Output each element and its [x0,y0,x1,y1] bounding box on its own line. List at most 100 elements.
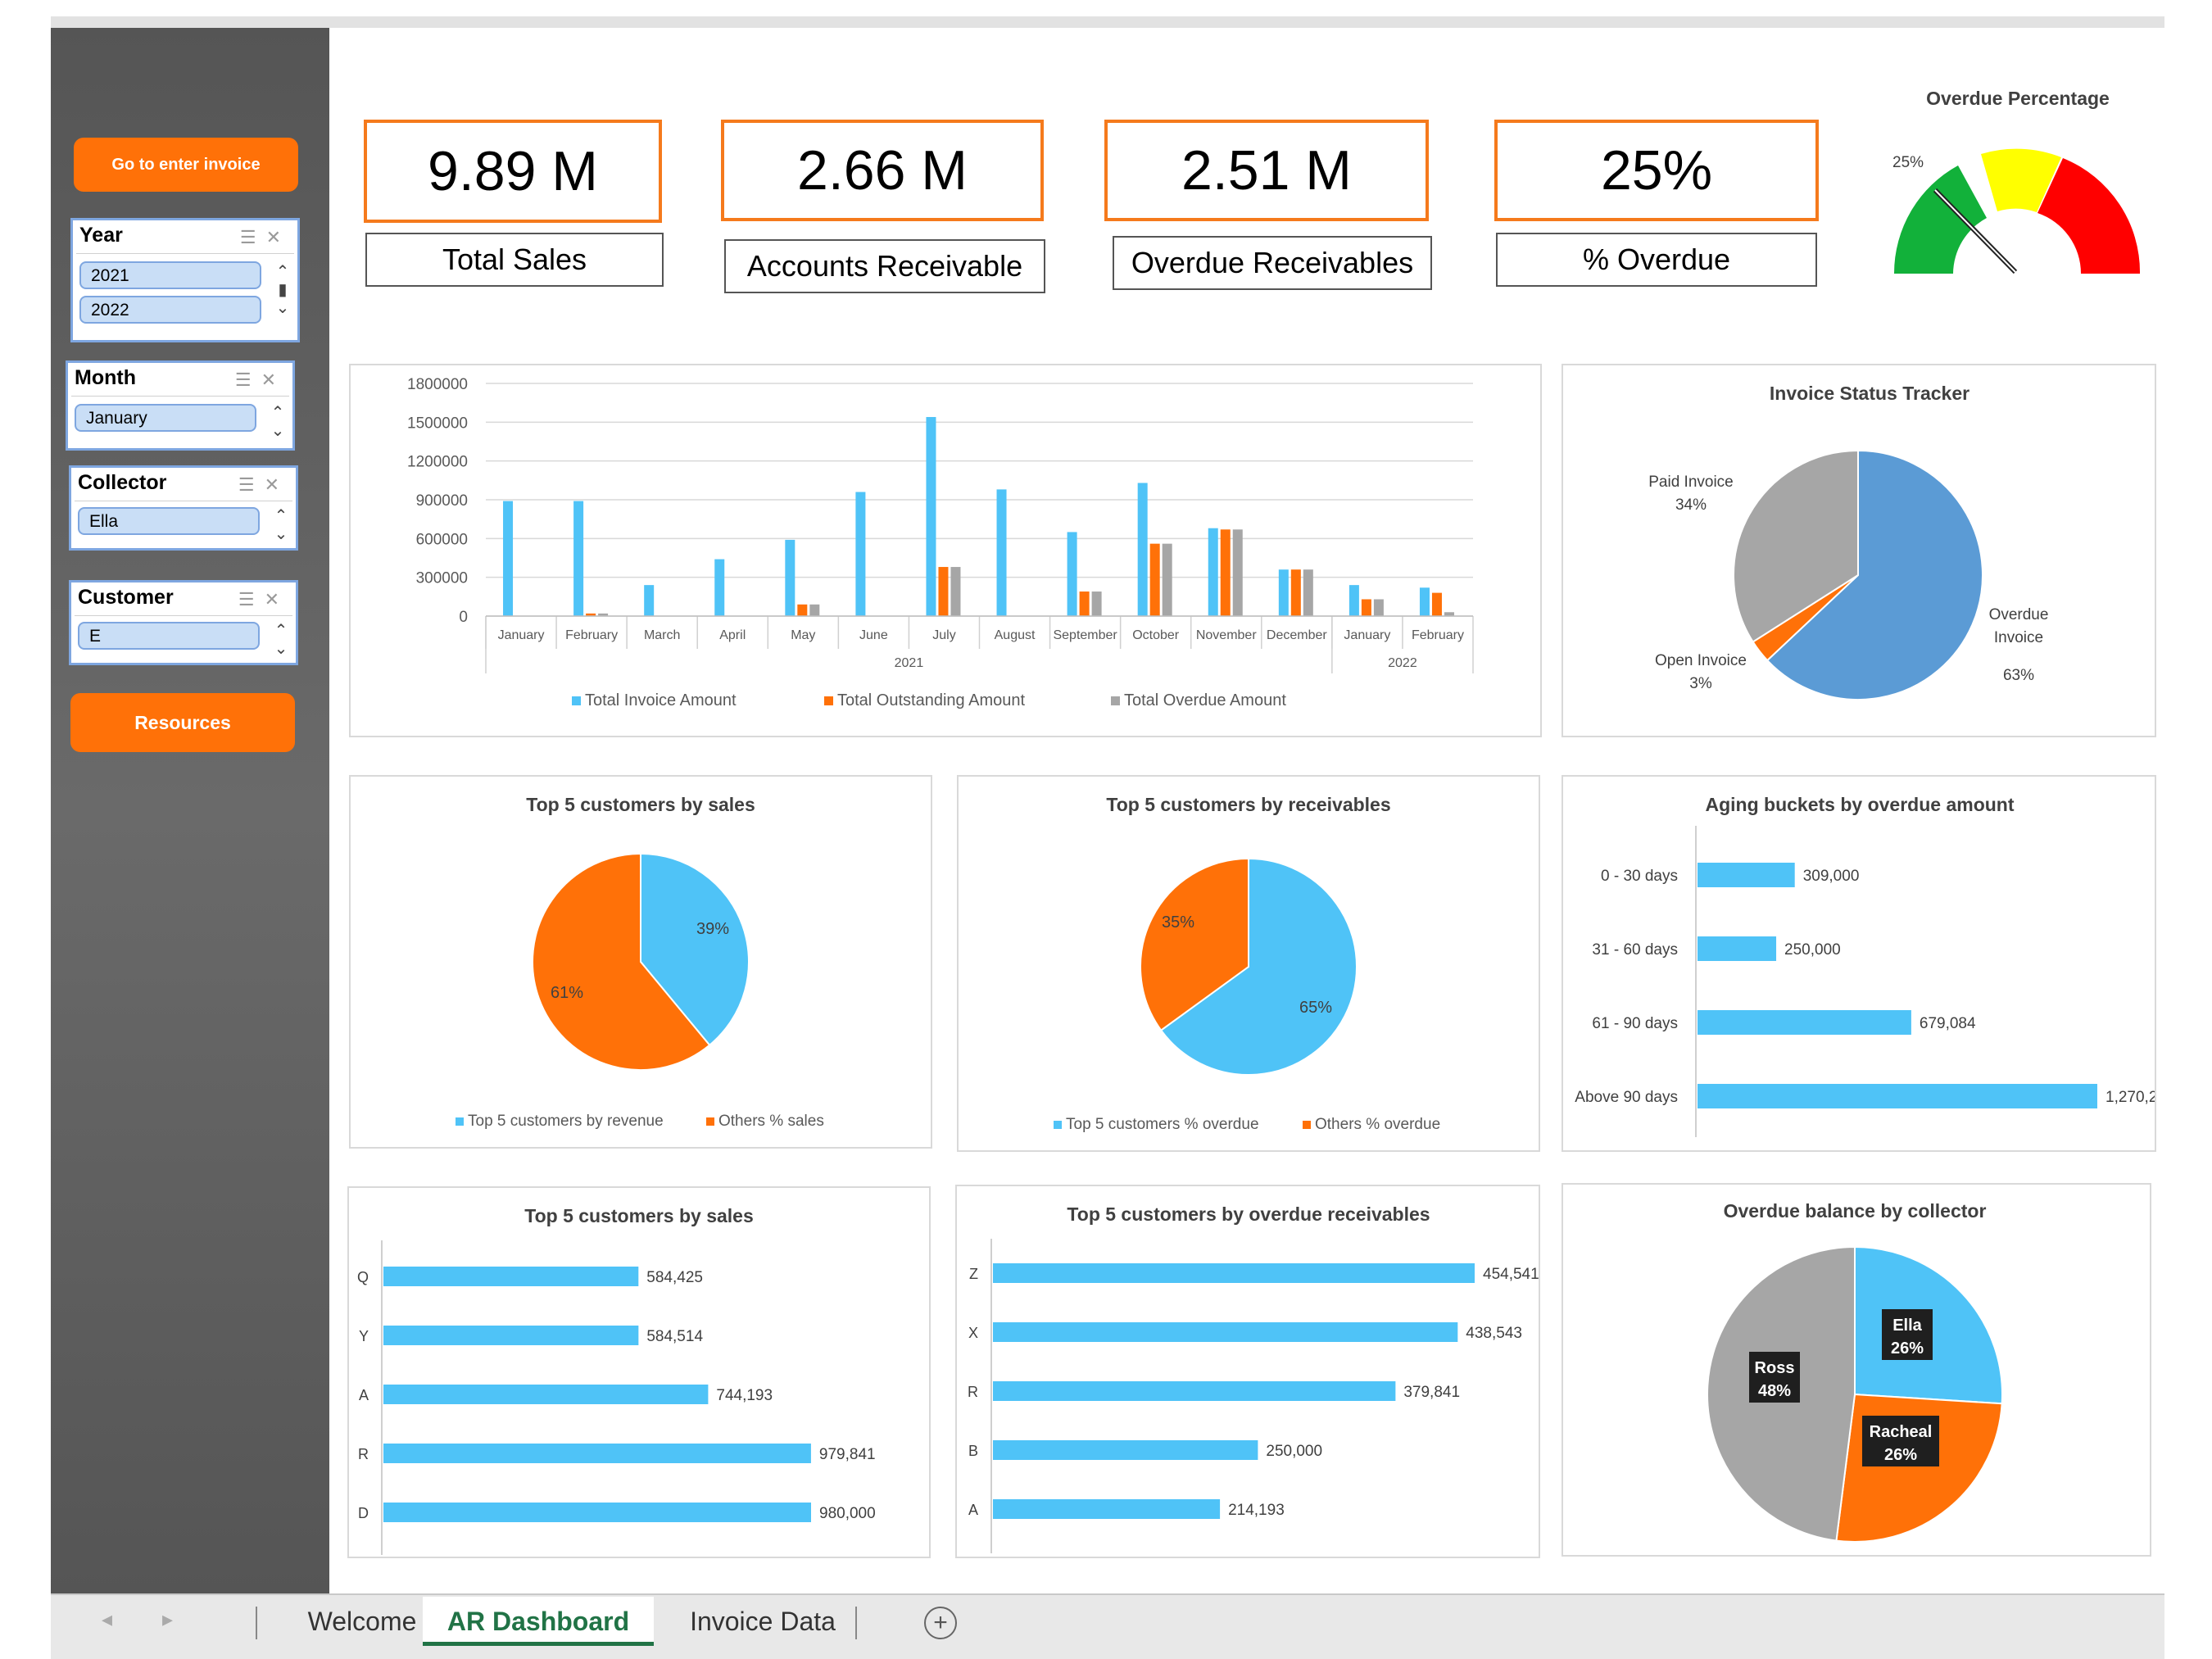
tab-welcome[interactable]: Welcome [307,1607,417,1636]
divider [75,615,292,616]
bar [1698,1010,1911,1035]
kpi-overdue-receivables-value: 2.51 M [1104,120,1429,221]
gauge-red-segment [2037,158,2141,274]
y-tick-label: 1200000 [407,454,468,471]
multi-select-icon[interactable]: ☰✕ [238,589,289,610]
kpi-accounts-receivable-label: Accounts Receivable [724,239,1045,293]
go-to-enter-invoice-button[interactable]: Go to enter invoice [74,138,298,192]
add-sheet-icon[interactable]: + [924,1607,957,1639]
data-label: 980,000 [819,1505,876,1522]
data-label: 438,543 [1466,1325,1522,1342]
slicer-item-e[interactable]: E [78,622,260,650]
monthly-invoice-chart: 1800000 1500000 1200000 900000 600000 300000 0… [407,376,1474,709]
pie-label: Open Invoice [1655,652,1747,669]
x-tick-label: September [1053,628,1117,642]
data-label: Ella [1892,1317,1922,1335]
bar [1373,599,1384,616]
x-tick-label: May [791,628,815,642]
data-label-box [1749,1352,1800,1403]
collector-slicer-title: Collector [78,471,167,494]
multi-select-icon[interactable]: ☰✕ [239,227,291,247]
kpi-total-sales-label: Total Sales [365,233,664,287]
slicer-scrollbar[interactable]: ⌃ ▮ ⌄ [275,263,290,317]
kpi-accounts-receivable-value: 2.66 M [721,120,1044,221]
bar [1698,936,1777,961]
bar [1079,592,1090,616]
category-label: R [968,1384,978,1400]
slicer-item-ella[interactable]: Ella [78,507,260,535]
data-label: 584,514 [646,1328,703,1345]
multi-select-icon[interactable]: ☰✕ [238,474,289,495]
data-label: 250,000 [1266,1443,1322,1460]
y-tick-label: 0 [459,609,468,626]
legend-swatch [1111,696,1120,705]
x-tick-label: December [1267,628,1327,642]
slicer-item-january[interactable]: January [75,404,256,432]
pie-value-label: 39% [696,920,729,938]
y-tick-label: 300000 [416,570,468,587]
data-label: 379,841 [1403,1384,1460,1401]
data-label: 454,541 [1483,1266,1539,1283]
x-tick-label: August [995,628,1036,642]
scroll-right-icon[interactable]: ▸ [162,1607,174,1631]
legend-swatch [456,1117,464,1126]
bar [797,604,808,616]
data-label: 26% [1891,1339,1924,1358]
customer-slicer-title: Customer [78,586,174,609]
data-label-box [1862,1416,1939,1466]
gauge-value-label: 25% [1892,154,1924,171]
bar [383,1444,811,1463]
gauge-green-segment [1893,165,1987,274]
multi-select-icon[interactable]: ☰✕ [234,369,286,390]
legend-label: Total Overdue Amount [1124,691,1286,709]
category-label: 61 - 90 days [1592,1015,1678,1032]
bar [950,567,961,616]
legend-label: Total Invoice Amount [585,691,737,709]
data-label: 250,000 [1784,941,1841,959]
top5-overdue-bar-chart: Top 5 customers by overdue receivables Z 4… [968,1203,1539,1553]
collector-slicer[interactable]: Collector ☰✕ Ella ⌃ ⌄ [69,465,298,551]
slicer-scrollbar[interactable]: ⌃ ⌄ [270,404,285,440]
bar [1091,592,1102,616]
tab-invoice-data[interactable]: Invoice Data [690,1607,836,1636]
pie-slice-others [532,852,711,1071]
bar [785,539,796,616]
tab-separator [855,1607,857,1639]
month-slicer-title: Month [75,366,136,389]
slicer-scrollbar[interactable]: ⌃ ⌄ [274,622,288,658]
year-group-label: 2022 [1388,656,1417,670]
customer-slicer[interactable]: Customer ☰✕ E ⌃ ⌄ [69,580,298,665]
year-slicer[interactable]: Year ☰✕ 2021 2022 ⌃ ▮ ⌄ [70,218,300,342]
bar [598,613,609,616]
slicer-scrollbar[interactable]: ⌃ ⌄ [274,507,288,543]
collector-pie-panel: Overdue balance by collector Ella 26% Rache… [1562,1183,2151,1557]
scroll-left-icon[interactable]: ◂ [102,1607,113,1631]
data-label: 1,270,291 [2105,1089,2155,1106]
year-slicer-title: Year [79,224,123,247]
pie-slice-top5 [1159,857,1358,1076]
data-label: 214,193 [1228,1502,1285,1519]
tab-ar-dashboard[interactable]: AR Dashboard [423,1597,654,1646]
tab-separator [256,1607,257,1639]
month-slicer[interactable]: Month ☰✕ January ⌃ ⌄ [66,360,295,451]
overdue-by-collector-chart: Overdue balance by collector Ella 26% Rache… [1707,1200,2003,1543]
bar [809,604,820,616]
resources-button[interactable]: Resources [70,693,295,752]
bar [993,1381,1396,1401]
bar [383,1503,811,1522]
x-tick-label: February [565,628,618,642]
chart-title: Overdue balance by collector [1724,1200,1987,1222]
bar [993,1322,1458,1342]
slicer-item-2021[interactable]: 2021 [79,261,261,289]
slicer-item-2022[interactable]: 2022 [79,296,261,324]
gauge-title: Overdue Percentage [1926,88,2110,109]
legend-swatch [1054,1121,1062,1129]
data-label: 679,084 [1920,1015,1976,1032]
bar [938,567,949,616]
data-label: 979,841 [819,1446,876,1463]
sheet-tab-bar: ◂ ▸ Welcome AR Dashboard Invoice Data + [51,1593,2164,1659]
gauge-yellow-segment [1981,148,2061,212]
top5-receivables-pie-panel: Top 5 customers by receivables 65% 35% Top … [957,775,1540,1152]
